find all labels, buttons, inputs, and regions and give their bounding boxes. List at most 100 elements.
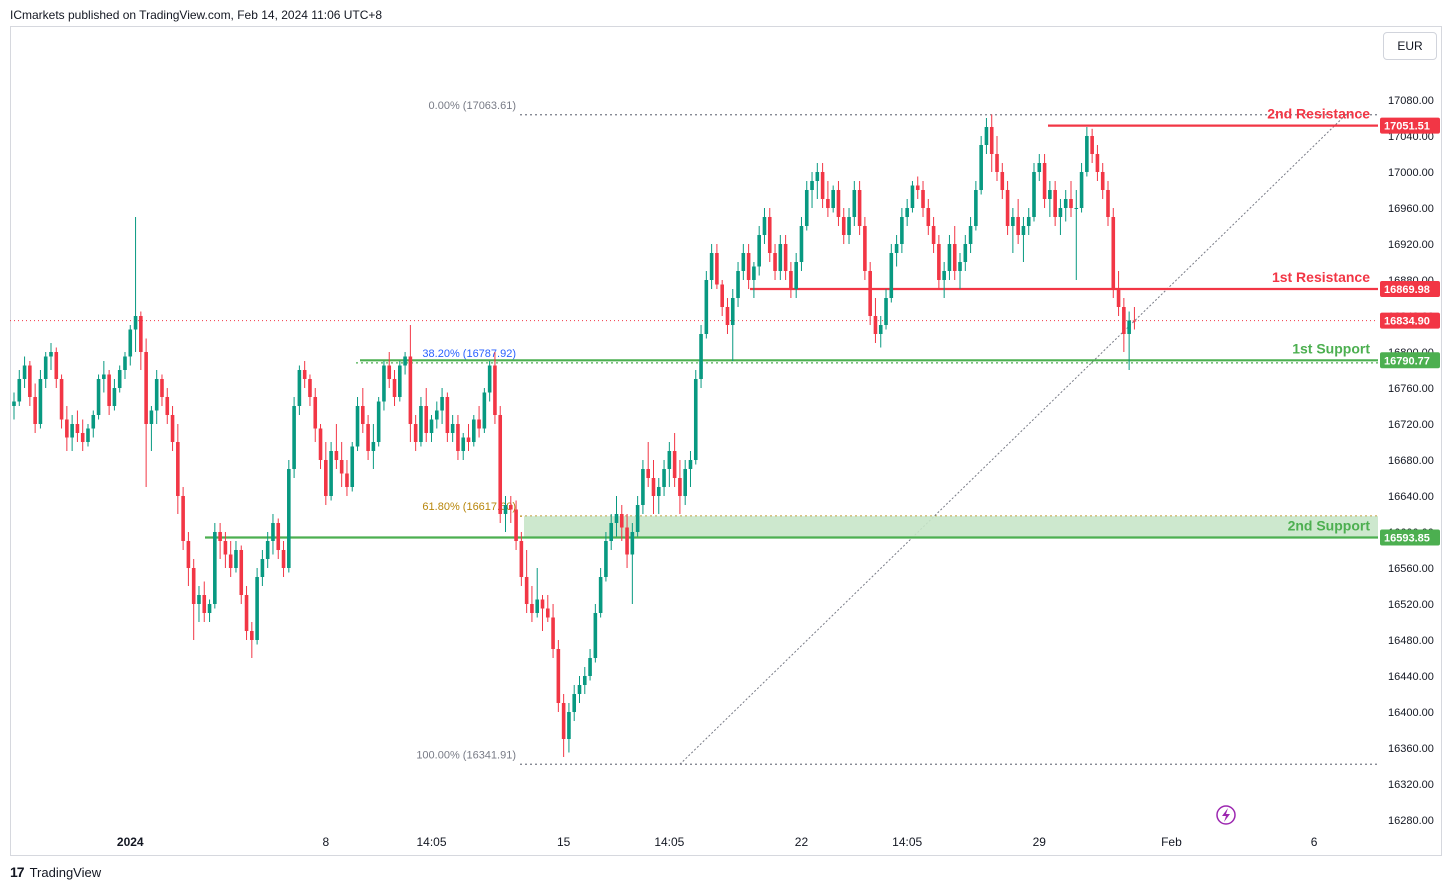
candle-body: [572, 694, 577, 712]
candle-body: [889, 253, 894, 298]
candle-body: [202, 595, 207, 613]
candle-body: [28, 365, 32, 397]
candle-body: [847, 217, 851, 235]
candle-body: [635, 505, 640, 532]
candle-body: [450, 424, 455, 433]
support-zone-layer: [524, 516, 1378, 538]
candle-body: [419, 406, 423, 442]
candle-body: [1042, 163, 1047, 199]
candle-body: [144, 352, 148, 424]
candle-body: [778, 244, 783, 271]
candle-body: [1079, 172, 1084, 208]
candle-body: [1085, 136, 1089, 172]
candle-body: [598, 577, 603, 613]
candle-body: [102, 374, 106, 379]
candle-body: [59, 379, 64, 420]
candle-body: [974, 190, 978, 226]
candle-body: [783, 244, 788, 271]
candle-body: [1053, 190, 1057, 217]
candle-body: [292, 406, 296, 469]
candle-body: [376, 401, 381, 442]
candle-body: [530, 604, 534, 613]
candle-body: [593, 613, 598, 658]
candle-body: [477, 419, 481, 429]
candle-body: [921, 190, 925, 208]
candle-body: [345, 473, 349, 487]
candle-body: [1032, 172, 1036, 217]
candle-body: [1069, 199, 1073, 208]
candle-body: [1127, 320, 1131, 334]
candle-body: [540, 599, 545, 609]
candle-body: [440, 397, 444, 411]
candle-body: [715, 253, 719, 285]
candle-body: [308, 379, 312, 397]
candle-body: [371, 442, 376, 451]
candle-body: [931, 226, 936, 244]
candle-body: [403, 356, 407, 366]
candle-body: [139, 316, 143, 352]
candle-body: [493, 365, 497, 415]
candle-body: [1100, 172, 1105, 190]
candle-body: [799, 226, 804, 262]
candle-body: [868, 271, 872, 316]
candle-body: [1116, 289, 1121, 307]
candle-body: [863, 226, 867, 271]
price-tick-label: 17040.00: [1388, 131, 1434, 143]
support-label: 1st Support: [1292, 340, 1370, 356]
candle-body: [65, 419, 69, 438]
candle-body: [561, 703, 566, 739]
candle-body: [318, 428, 323, 460]
time-tick-label: Feb: [1161, 835, 1182, 849]
price-tick-label: 16480.00: [1388, 635, 1434, 647]
time-tick-label: 29: [1033, 835, 1047, 849]
price-tick-label: 16320.00: [1388, 779, 1434, 791]
candle-body: [789, 271, 793, 289]
price-tick-label: 16400.00: [1388, 707, 1434, 719]
fib-level-label: 0.00% (17063.61): [429, 100, 516, 112]
candle-body: [910, 185, 915, 208]
currency-selector-button[interactable]: EUR: [1383, 32, 1437, 60]
candle-body: [54, 352, 59, 379]
time-tick-label: 2024: [117, 835, 144, 849]
candle-body: [873, 316, 878, 334]
price-tick-label: 16440.00: [1388, 671, 1434, 683]
candle-body: [482, 392, 487, 429]
candle-body: [1058, 208, 1063, 217]
candle-body: [826, 199, 830, 208]
candle-body: [429, 419, 434, 433]
candle-body: [1106, 190, 1110, 217]
candle-body: [281, 550, 286, 568]
candle-body: [672, 451, 677, 478]
candle-body: [614, 514, 619, 523]
candle-body: [297, 370, 302, 406]
candle-body: [656, 487, 661, 496]
candle-body: [730, 298, 735, 325]
candle-body: [1026, 217, 1031, 226]
candle-body: [630, 532, 635, 555]
candle-body: [752, 266, 756, 280]
time-tick-label: 14:05: [416, 835, 446, 849]
candle-body: [720, 284, 724, 307]
price-tick-label: 16640.00: [1388, 491, 1434, 503]
level-lines: [10, 124, 1378, 539]
candle-body: [551, 617, 555, 649]
candle-body: [915, 185, 920, 190]
candle-body: [334, 451, 339, 460]
candle-body: [567, 712, 571, 739]
price-tick-label: 17000.00: [1388, 167, 1434, 179]
candle-body: [894, 244, 899, 253]
candle-body: [133, 316, 138, 330]
candle-body: [984, 127, 989, 145]
candle-body: [609, 523, 614, 541]
candle-body: [514, 509, 518, 541]
candle-body: [667, 451, 672, 469]
candle-body: [112, 388, 117, 406]
fib-level-label: 100.00% (16341.91): [416, 749, 516, 761]
candle-body: [17, 379, 22, 402]
candle-body: [355, 406, 360, 447]
candle-body: [461, 437, 466, 451]
candle-body: [75, 424, 80, 433]
candle-body: [181, 496, 185, 541]
price-badges: 17051.51 16869.98 16790.77 16593.85 16834.90: [1380, 117, 1440, 546]
